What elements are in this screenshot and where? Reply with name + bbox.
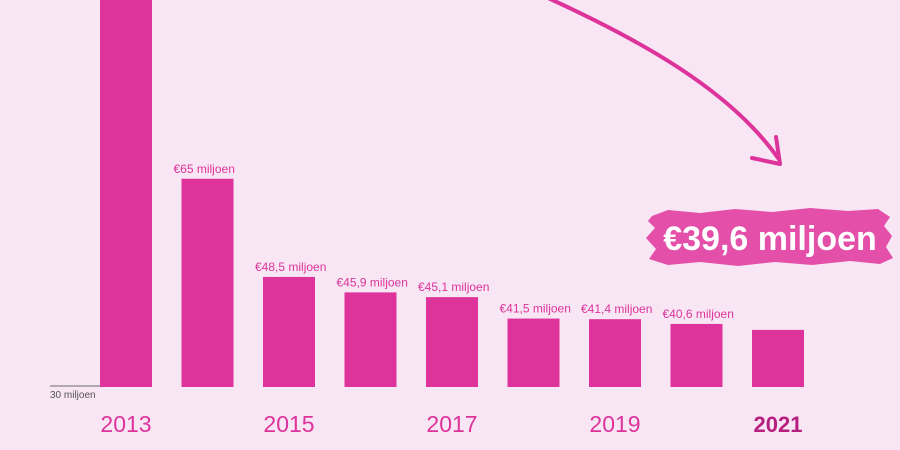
- bar-2019: [589, 319, 641, 387]
- value-label-2018: €41,5 miljoen: [500, 302, 571, 316]
- callout-value: €39,6 miljoen: [663, 220, 877, 258]
- bars-group: [100, 0, 804, 387]
- x-tick-label-2021: 2021: [754, 412, 803, 437]
- value-label-2016: €45,9 miljoen: [337, 275, 408, 289]
- baseline-label: 30 miljoen: [50, 390, 96, 401]
- bar-2020: [670, 323, 723, 387]
- x-tick-label-2015: 2015: [263, 411, 314, 437]
- trend-arrowhead: [750, 135, 782, 166]
- value-label-2015: €48,5 miljoen: [255, 260, 326, 274]
- value-label-2014: €65 miljoen: [174, 162, 235, 176]
- x-tick-label-2013: 2013: [100, 411, 151, 437]
- bar-2013: [100, 0, 152, 387]
- bar-2017: [426, 297, 478, 387]
- value-label-2017: €45,1 miljoen: [418, 280, 489, 294]
- callout-badge: €39,6 miljoen: [646, 208, 893, 266]
- x-tick-label-2017: 2017: [426, 411, 477, 437]
- callout-brush-shape: [646, 208, 893, 266]
- value-label-2020: €40,6 miljoen: [663, 307, 734, 321]
- bar-2021: [752, 329, 804, 387]
- bar-2018: [507, 318, 560, 387]
- trend-arrow: [547, 0, 780, 160]
- value-label-2019: €41,4 miljoen: [581, 302, 652, 316]
- bar-2016: [344, 292, 397, 387]
- x-tick-label-2019: 2019: [589, 411, 640, 437]
- value-labels-group: €65 miljoen €48,5 miljoen €45,9 miljoen €45…: [174, 162, 734, 321]
- bar-2015: [263, 276, 315, 387]
- bar-2014: [181, 178, 234, 387]
- x-tick-labels-group: 2013 2015 2017 2019 2021: [100, 411, 802, 437]
